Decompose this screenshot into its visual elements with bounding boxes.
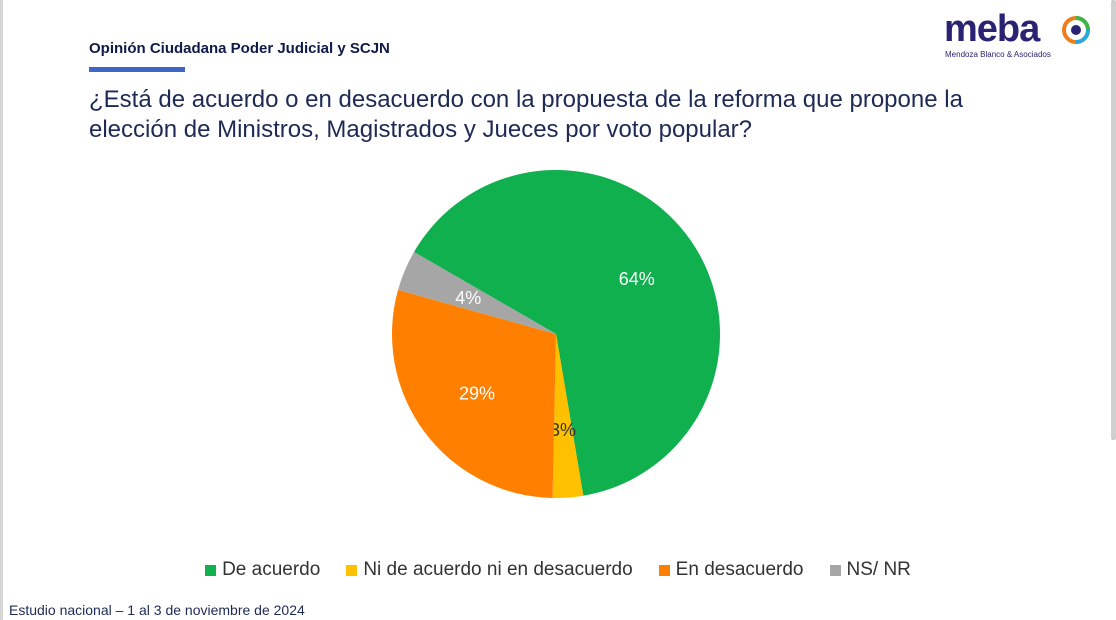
title-underline bbox=[89, 67, 185, 72]
section-title: Opinión Ciudadana Poder Judicial y SCJN bbox=[89, 40, 390, 57]
pie-slice-de-acuerdo bbox=[413, 170, 720, 496]
pie-data-label: 4% bbox=[455, 288, 481, 308]
legend-label: De acuerdo bbox=[222, 559, 321, 580]
pie-slice-ni-de-acuerdo-ni-en-desacuerdo bbox=[552, 334, 584, 498]
legend-item: De acuerdo bbox=[205, 559, 320, 581]
pie-data-label: 64% bbox=[619, 269, 655, 289]
pie-slice-ns-nr bbox=[398, 252, 556, 334]
slide-left-edge bbox=[0, 0, 3, 620]
pie-data-label: 29% bbox=[459, 384, 495, 404]
legend-item: NS/ NR bbox=[829, 559, 911, 581]
legend-swatch bbox=[205, 564, 217, 576]
legend-swatch bbox=[829, 564, 841, 576]
legend-item: En desacuerdo bbox=[658, 559, 804, 581]
legend-label: Ni de acuerdo ni en desacuerdo bbox=[363, 559, 633, 580]
legend-label: NS/ NR bbox=[846, 559, 911, 580]
logo-wordmark: meba bbox=[944, 8, 1040, 50]
chart-legend: De acuerdo Ni de acuerdo ni en desacuerdo… bbox=[0, 559, 1116, 581]
logo-swirl-icon bbox=[1062, 16, 1090, 44]
survey-question: ¿Está de acuerdo o en desacuerdo con la … bbox=[89, 86, 963, 143]
legend-item: Ni de acuerdo ni en desacuerdo bbox=[346, 559, 633, 581]
pie-slice-en-desacuerdo bbox=[392, 289, 556, 498]
legend-label: En desacuerdo bbox=[675, 559, 804, 580]
legend-swatch bbox=[346, 564, 358, 576]
logo-subtitle: Mendoza Blanco & Asociados bbox=[945, 50, 1051, 59]
legend-swatch bbox=[658, 564, 670, 576]
meba-logo: meba Mendoza Blanco & Asociados bbox=[944, 8, 1094, 64]
scrollbar[interactable] bbox=[1111, 0, 1116, 440]
footer-note: Estudio nacional – 1 al 3 de noviembre d… bbox=[9, 602, 305, 618]
pie-data-label: 3% bbox=[550, 420, 576, 440]
